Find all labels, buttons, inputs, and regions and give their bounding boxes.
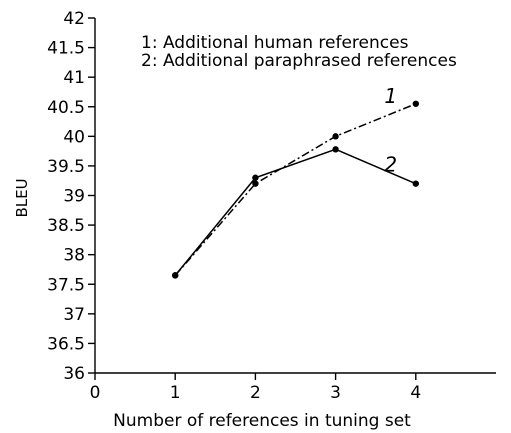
- y-tick-label: 41: [63, 68, 85, 88]
- x-tick-label: 4: [410, 383, 421, 403]
- y-tick-label: 39.5: [47, 157, 85, 177]
- legend-entry-1: 1: Additional human references: [141, 33, 409, 53]
- legend-entry-2: 2: Additional paraphrased references: [141, 51, 457, 71]
- series-1-line: [174, 103, 417, 276]
- x-tick-label: 1: [170, 383, 181, 403]
- y-tick-label: 37: [63, 305, 85, 325]
- y-tick-label: 37.5: [47, 275, 85, 295]
- series-2-point: [332, 146, 339, 153]
- y-tick-label: 36: [63, 364, 85, 384]
- series-1-point: [252, 180, 259, 187]
- series-2-point: [172, 272, 179, 279]
- y-tick-label: 36.5: [47, 334, 85, 354]
- series-1-label: 1: [384, 84, 397, 108]
- x-axis-label: Number of references in tuning set: [113, 411, 411, 431]
- y-tick-label: 39: [63, 187, 85, 207]
- y-tick-label: 41.5: [47, 39, 85, 59]
- y-tick-label: 40.5: [47, 98, 85, 118]
- y-tick-label: 38: [63, 246, 85, 266]
- y-tick-label: 40: [63, 127, 85, 147]
- series-layer: 12: [172, 84, 419, 279]
- series-2-line: [174, 148, 417, 276]
- series-2-point: [412, 180, 419, 187]
- x-tick-label: 2: [250, 383, 261, 403]
- series-1-point: [412, 100, 419, 107]
- series-2-point: [252, 174, 259, 181]
- y-axis-label: BLEU: [13, 178, 31, 217]
- series-1-point: [332, 133, 339, 140]
- x-tick-label: 0: [90, 383, 101, 403]
- series-2-label: 2: [384, 153, 397, 177]
- x-tick-label: 3: [330, 383, 341, 403]
- y-tick-label: 42: [63, 9, 85, 29]
- legend: 1: Additional human references 2: Additi…: [141, 33, 457, 71]
- y-tick-label: 38.5: [47, 216, 85, 236]
